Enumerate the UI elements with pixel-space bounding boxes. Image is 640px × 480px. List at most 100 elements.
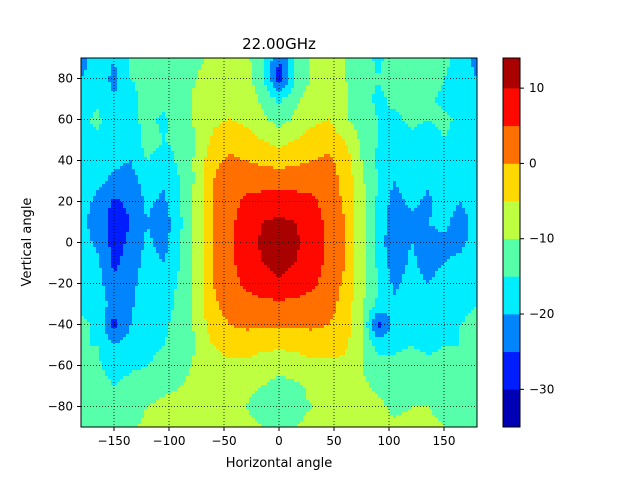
contour-cell	[312, 58, 315, 61]
contour-cell	[249, 88, 252, 91]
contour-cell	[303, 85, 306, 88]
contour-cell	[87, 79, 90, 82]
contour-cell	[321, 88, 324, 91]
contour-cell	[435, 70, 438, 73]
contour-cell	[309, 103, 312, 106]
contour-cell	[108, 94, 111, 97]
contour-cell	[168, 88, 171, 91]
contour-cell	[96, 70, 99, 73]
contour-cell	[132, 91, 135, 94]
contour-cell	[399, 58, 402, 61]
contour-cell	[339, 88, 342, 91]
contour-cell	[372, 61, 375, 64]
contour-cell	[255, 91, 258, 94]
contour-cell	[228, 103, 231, 106]
contour-cell	[450, 103, 453, 106]
contour-cell	[168, 85, 171, 88]
contour-cell	[204, 85, 207, 88]
contour-cell	[405, 91, 408, 94]
contour-cell	[459, 73, 462, 76]
contour-cell	[105, 91, 108, 94]
contour-cell	[312, 64, 315, 67]
contour-cell	[99, 97, 102, 100]
contour-cell	[87, 61, 90, 64]
contour-cell	[327, 103, 330, 106]
contour-cell	[333, 79, 336, 82]
contour-cell	[90, 91, 93, 94]
contour-cell	[174, 91, 177, 94]
contour-cell	[174, 94, 177, 97]
contour-cell	[378, 88, 381, 91]
contour-cell	[405, 88, 408, 91]
contour-cell	[84, 88, 87, 91]
contour-cell	[369, 64, 372, 67]
contour-cell	[216, 61, 219, 64]
contour-cell	[192, 73, 195, 76]
contour-cell	[123, 88, 126, 91]
contour-cell	[468, 73, 471, 76]
contour-cell	[81, 103, 84, 106]
contour-cell	[384, 58, 387, 61]
contour-cell	[300, 94, 303, 97]
contour-cell	[447, 94, 450, 97]
contour-cell	[93, 73, 96, 76]
contour-cell	[204, 64, 207, 67]
contour-cell	[360, 88, 363, 91]
contour-cell	[213, 97, 216, 100]
contour-cell	[153, 85, 156, 88]
contour-cell	[249, 85, 252, 88]
contour-cell	[189, 103, 192, 106]
contour-cell	[462, 97, 465, 100]
contour-cell	[306, 61, 309, 64]
contour-cell	[294, 94, 297, 97]
contour-cell	[156, 85, 159, 88]
contour-cell	[306, 58, 309, 61]
contour-cell	[285, 91, 288, 94]
contour-cell	[444, 88, 447, 91]
contour-cell	[447, 64, 450, 67]
contour-cell	[120, 97, 123, 100]
contour-cell	[156, 103, 159, 106]
contour-cell	[177, 82, 180, 85]
contour-cell	[459, 58, 462, 61]
contour-cell	[141, 70, 144, 73]
contour-cell	[162, 70, 165, 73]
contour-cell	[264, 97, 267, 100]
contour-cell	[213, 91, 216, 94]
contour-cell	[429, 64, 432, 67]
contour-cell	[147, 91, 150, 94]
contour-cell	[393, 97, 396, 100]
contour-cell	[141, 85, 144, 88]
contour-cell	[402, 79, 405, 82]
contour-cell	[318, 88, 321, 91]
contour-cell	[462, 85, 465, 88]
contour-cell	[177, 64, 180, 67]
contour-cell	[444, 103, 447, 106]
contour-cell	[204, 79, 207, 82]
contour-cell	[429, 97, 432, 100]
contour-cell	[345, 88, 348, 91]
contour-cell	[357, 85, 360, 88]
contour-cell	[381, 97, 384, 100]
contour-cell	[135, 97, 138, 100]
contour-cell	[120, 103, 123, 106]
contour-cell	[336, 61, 339, 64]
contour-cell	[207, 70, 210, 73]
contour-cell	[327, 94, 330, 97]
contour-cell	[327, 70, 330, 73]
contour-cell	[462, 82, 465, 85]
contour-cell	[357, 82, 360, 85]
contour-cell	[369, 73, 372, 76]
contour-cell	[123, 103, 126, 106]
contour-cell	[120, 61, 123, 64]
contour-cell	[423, 82, 426, 85]
contour-cell	[426, 100, 429, 103]
contour-cell	[189, 67, 192, 70]
contour-cell	[183, 94, 186, 97]
contour-cell	[135, 103, 138, 106]
contour-cell	[102, 91, 105, 94]
contour-cell	[312, 79, 315, 82]
contour-cell	[315, 61, 318, 64]
contour-cell	[372, 100, 375, 103]
contour-cell	[156, 79, 159, 82]
